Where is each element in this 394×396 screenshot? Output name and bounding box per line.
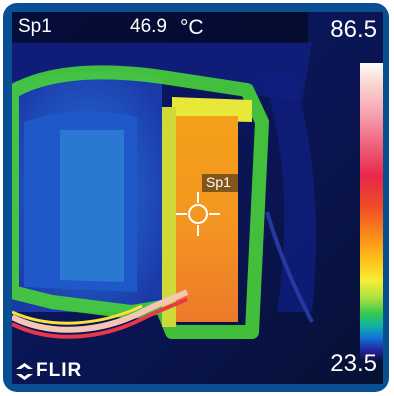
- flir-logo-text: FLIR: [36, 360, 83, 381]
- thermal-image-frame: Sp1 46.9 °C 86.5 23.5 Sp1 FLIR: [3, 3, 389, 392]
- crosshair-icon: [176, 192, 220, 236]
- scale-max-temperature: 86.5: [330, 16, 377, 43]
- temperature-color-scale: [360, 63, 383, 361]
- flir-logo-icon: [16, 363, 33, 380]
- scale-min-temperature: 23.5: [330, 350, 377, 377]
- spot-temperature: 46.9: [130, 16, 167, 37]
- top-edge: [172, 97, 252, 122]
- temperature-unit: °C: [180, 16, 204, 39]
- cable-glow: [12, 304, 143, 325]
- hot-component-edge: [162, 107, 176, 327]
- thermal-image: Sp1 46.9 °C 86.5 23.5 Sp1 FLIR: [12, 12, 383, 384]
- right-wire: [265, 211, 314, 323]
- measurement-bar: Sp1 46.9 °C: [12, 12, 308, 43]
- spot-meter-label: Sp1: [18, 16, 52, 37]
- cable-hot: [12, 297, 188, 339]
- right-structure: [262, 72, 316, 312]
- left-panel-inner: [60, 130, 124, 282]
- spot-marker-tag: Sp1: [202, 174, 238, 192]
- spot-marker-label: Sp1: [206, 174, 231, 190]
- cable: [12, 289, 189, 333]
